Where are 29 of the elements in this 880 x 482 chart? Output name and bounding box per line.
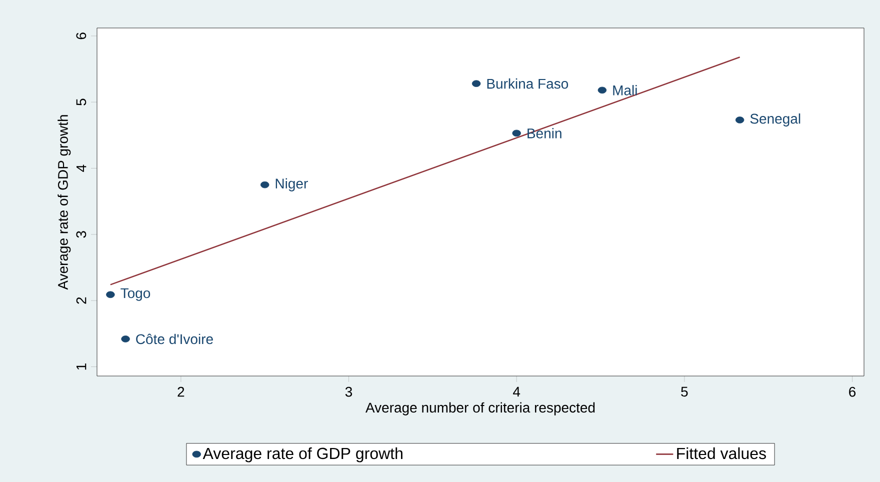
y-axis-title: Average rate of GDP growth	[58, 115, 71, 290]
point	[512, 130, 521, 137]
point	[121, 336, 130, 342]
x-axis-title: Average number of criteria respected	[365, 402, 595, 416]
annotation: Benin	[528, 128, 562, 138]
y-tick-label: 1	[76, 364, 86, 370]
annotation: Togo	[120, 288, 150, 301]
annotation: Côte d'Ivoire	[136, 334, 213, 344]
x-tick-label: 5	[681, 386, 688, 397]
legend-label: Average rate of GDP growth	[202, 447, 402, 462]
x-tick-label: 2	[178, 386, 184, 397]
y-tick-label: 2	[76, 297, 86, 304]
point	[106, 291, 115, 298]
legend-label: Fitted values	[677, 447, 766, 460]
annotation: Burkina Faso	[487, 78, 568, 89]
y-tick-label: 4	[76, 164, 86, 172]
y-tick-label: 5	[76, 98, 86, 106]
point	[598, 86, 607, 94]
point	[735, 116, 744, 124]
x-tick-label: 3	[345, 386, 352, 397]
point	[472, 80, 481, 87]
y-tick-label: 6	[76, 32, 86, 40]
annotation: Senegal	[750, 113, 800, 126]
x-tick-label: 4	[513, 386, 520, 396]
y-tick-label: 3	[76, 231, 86, 238]
x-tick-label: 6	[849, 386, 856, 397]
point	[260, 181, 270, 188]
annotation: Niger	[276, 178, 308, 192]
annotation: Mali	[613, 85, 637, 96]
